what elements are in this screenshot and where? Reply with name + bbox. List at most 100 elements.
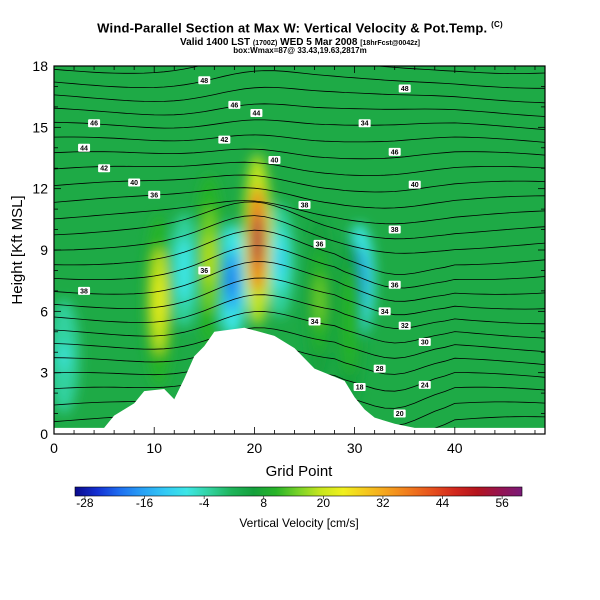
- y-tick-label: 18: [32, 58, 48, 74]
- x-tick-label: 20: [247, 440, 263, 456]
- theta-contour-line: [54, 66, 545, 75]
- y-tick-label: 3: [40, 365, 48, 381]
- contour-label: 42: [218, 135, 231, 144]
- contour-label: 34: [378, 307, 391, 316]
- y-axis-label: Height [Kft MSL]: [9, 195, 26, 304]
- theta-contour-line: [54, 38, 545, 59]
- contour-label: 38: [298, 201, 311, 210]
- theta-contour-line: [54, 86, 545, 104]
- theta-contour-line: [54, 311, 545, 344]
- x-axis: 0 10 20 30 40: [50, 66, 536, 456]
- theta-contour-line: [54, 229, 545, 275]
- svg-text:34: 34: [361, 121, 369, 128]
- contour-label: 34: [358, 119, 371, 128]
- theta-contour-line: [54, 327, 545, 359]
- svg-text:46: 46: [391, 149, 399, 156]
- downdraft-core: [275, 245, 284, 275]
- svg-text:44: 44: [253, 111, 261, 118]
- svg-text:28: 28: [376, 366, 384, 373]
- velocity-field: [54, 153, 375, 414]
- chart-title: Wind-Parallel Section at Max W: Vertical…: [0, 20, 600, 35]
- plot-area: 48 46 44 42 40 38 36 34 46 44 42 40 36 36 38 48 34 46 40 38…: [54, 38, 545, 434]
- x-tick-label: 0: [50, 440, 58, 456]
- contour-labels: 48 46 44 42 40 38 36 34 46 44 42 40 36 36 38 48 34 46 40 38…: [78, 76, 431, 418]
- svg-text:38: 38: [391, 227, 399, 234]
- contour-label: 36: [198, 266, 211, 275]
- contour-label: 40: [408, 180, 421, 189]
- contour-label: 36: [388, 280, 401, 289]
- svg-text:40: 40: [411, 182, 419, 189]
- chart-subtitle-line1: Valid 1400 LST (1700Z) WED 5 Mar 2008 [1…: [0, 37, 600, 48]
- svg-text:36: 36: [316, 241, 324, 248]
- updraft-core: [155, 275, 164, 327]
- theta-contour-line: [54, 161, 545, 176]
- svg-text:46: 46: [230, 102, 238, 109]
- svg-text:34: 34: [381, 309, 389, 316]
- colorbar-tick-label: 8: [260, 496, 267, 510]
- theta-contour-line: [54, 148, 545, 160]
- svg-text:48: 48: [401, 86, 409, 93]
- y-tick-label: 0: [40, 426, 48, 442]
- theta-contour-line: [54, 200, 545, 225]
- svg-text:18: 18: [356, 384, 364, 391]
- theta-contour-line: [54, 342, 545, 375]
- svg-text:46: 46: [90, 121, 98, 128]
- contour-label: 48: [398, 84, 411, 93]
- updraft-core: [253, 214, 262, 266]
- svg-text:36: 36: [391, 282, 399, 289]
- theta-contour-line: [54, 103, 545, 117]
- theta-contour-line: [54, 187, 545, 209]
- contour-label: 46: [388, 147, 401, 156]
- colorbar-ticks: -28 -16 -4 8 20 32 44 56: [76, 496, 509, 510]
- svg-text:36: 36: [150, 192, 158, 199]
- colorbar-tick-label: 44: [436, 496, 450, 510]
- contour-label: 38: [78, 286, 91, 295]
- chart-subtitle-line2: box:Wmax=87@ 33.43,19.63,2817m: [233, 46, 367, 55]
- svg-text:42: 42: [220, 137, 228, 144]
- contour-label: 46: [88, 119, 101, 128]
- subtitle-forecast-info: [18hrFcst@0042z]: [360, 40, 420, 47]
- chart-title-text: Wind-Parallel Section at Max W: Vertical…: [97, 20, 488, 36]
- svg-text:20: 20: [396, 411, 404, 418]
- colorbar: -28 -16 -4 8 20 32 44 56 Vertical Velocity [cm/…: [74, 486, 523, 530]
- svg-text:32: 32: [401, 323, 409, 330]
- svg-text:48: 48: [200, 78, 208, 85]
- contour-label: 42: [98, 164, 111, 173]
- contour-label: 48: [198, 76, 211, 85]
- contour-label: 44: [250, 109, 263, 118]
- colorbar-tick-label: -16: [136, 496, 154, 510]
- svg-text:40: 40: [271, 158, 279, 165]
- colorbar-tick-label: 32: [376, 496, 390, 510]
- colorbar-tick-label: 56: [495, 496, 509, 510]
- downdraft-core: [60, 342, 68, 371]
- colorbar-tick-label: -28: [76, 496, 94, 510]
- contour-label: 40: [128, 178, 141, 187]
- contour-label: 28: [373, 364, 386, 373]
- x-axis-label: Grid Point: [266, 463, 334, 480]
- svg-text:36: 36: [200, 268, 208, 275]
- contour-label: 18: [353, 382, 366, 391]
- contour-label: 24: [418, 380, 431, 389]
- x-tick-label: 10: [146, 440, 162, 456]
- svg-text:24: 24: [421, 382, 429, 389]
- subtitle-valid-time: Valid 1400 LST: [180, 37, 251, 48]
- y-tick-label: 12: [32, 181, 48, 197]
- subtitle-utc-time: (1700Z): [252, 40, 278, 47]
- theta-contour-line: [54, 201, 545, 240]
- colorbar-tick-label: 20: [317, 496, 331, 510]
- downdraft-core: [228, 266, 237, 295]
- colorbar-label: Vertical Velocity [cm/s]: [239, 516, 358, 530]
- contour-label: 38: [388, 225, 401, 234]
- x-tick-label: 40: [447, 440, 463, 456]
- updraft-core: [345, 295, 354, 348]
- svg-text:38: 38: [80, 288, 88, 295]
- svg-text:34: 34: [311, 319, 319, 326]
- svg-text:42: 42: [100, 166, 108, 173]
- contour-label: 36: [148, 190, 161, 199]
- theta-contour-line: [54, 134, 545, 143]
- svg-text:30: 30: [421, 340, 429, 347]
- chart-title-mark: (C): [491, 20, 503, 29]
- updraft-core: [315, 275, 324, 327]
- x-tick-label: 30: [347, 440, 363, 456]
